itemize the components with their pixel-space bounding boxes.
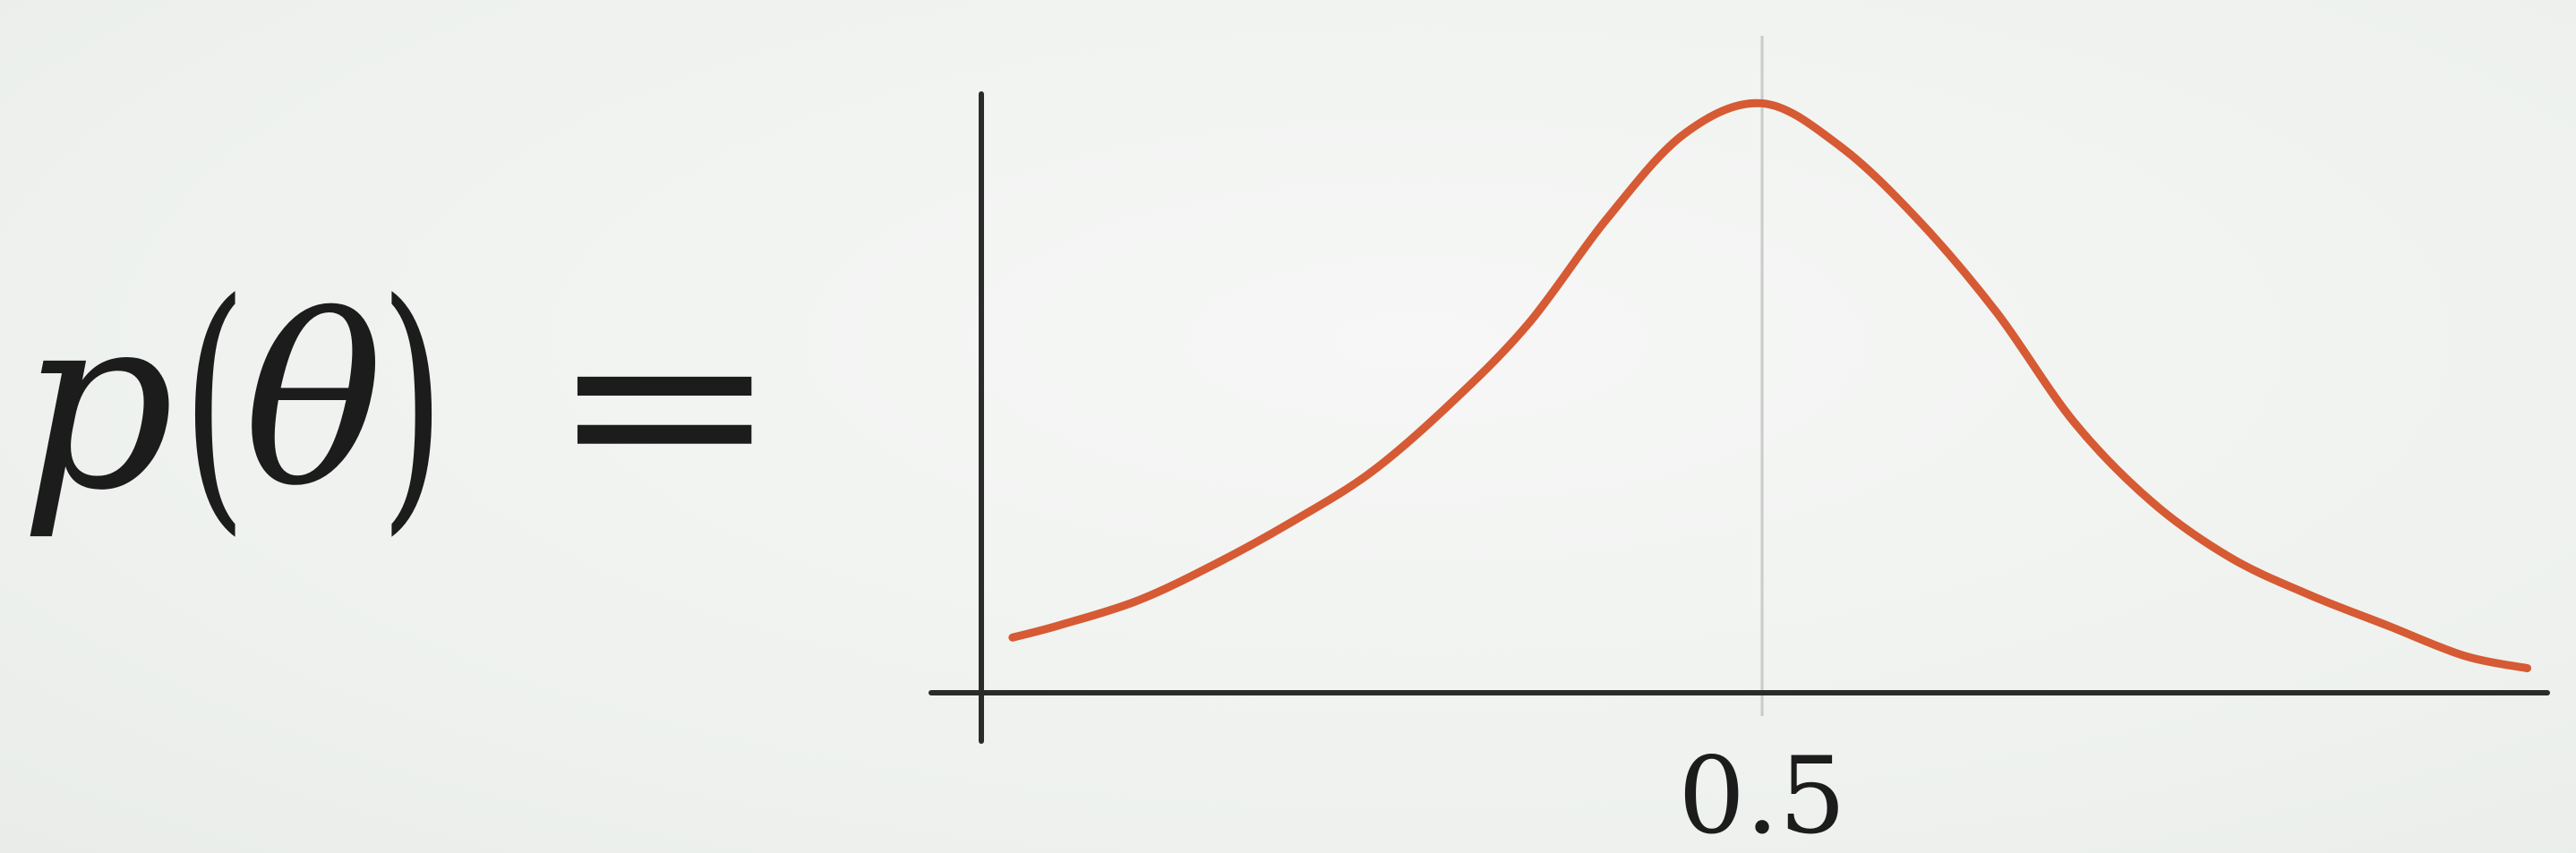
x-tick-label-0: 0.5	[1678, 734, 1846, 853]
prior-formula: p ( θ ) =	[20, 246, 782, 559]
series-layer	[1008, 98, 2532, 673]
formula-function-name: p	[20, 261, 175, 543]
series-line-0	[1008, 98, 2532, 673]
tick-labels: 0.5	[1678, 734, 1846, 853]
formula-variable: θ	[243, 268, 384, 538]
formula-equals-sign: =	[548, 261, 782, 543]
formula-open-paren: (	[182, 246, 247, 559]
chart-axes	[929, 91, 2550, 744]
formula-close-paren: )	[380, 246, 446, 559]
